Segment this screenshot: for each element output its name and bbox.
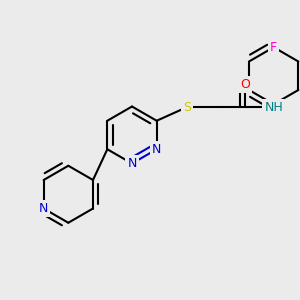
Text: NH: NH xyxy=(264,101,283,114)
Text: N: N xyxy=(39,202,48,215)
Text: F: F xyxy=(270,41,277,54)
Text: O: O xyxy=(240,78,250,91)
Text: N: N xyxy=(152,143,161,156)
Text: S: S xyxy=(183,101,191,114)
Text: N: N xyxy=(127,157,137,170)
